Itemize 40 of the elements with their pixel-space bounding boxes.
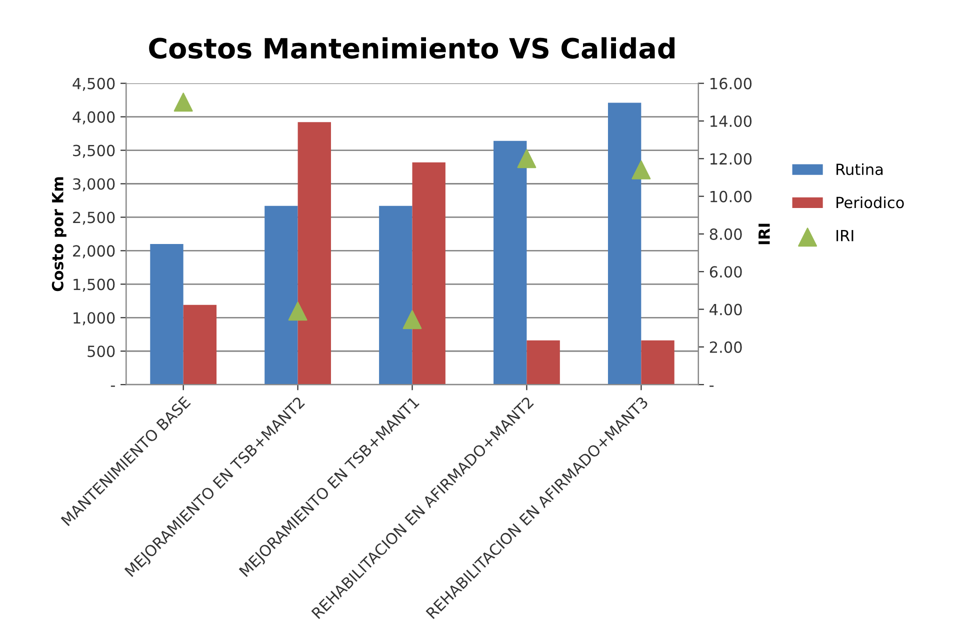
legend-label: Rutina xyxy=(836,163,883,176)
y-tick-label: 500 xyxy=(88,346,115,358)
bar xyxy=(379,206,412,385)
bar xyxy=(526,340,560,385)
point xyxy=(174,92,193,112)
y-tick-label: 4,500 xyxy=(72,78,115,91)
bar xyxy=(412,162,446,385)
y-axis-title: Costo por Km xyxy=(52,177,66,292)
point xyxy=(632,160,651,180)
y2-tick-label: 12.00 xyxy=(710,153,752,165)
legend-label: Periodico xyxy=(836,196,904,208)
y2-tick-label: 4.00 xyxy=(710,304,742,316)
point xyxy=(402,310,422,330)
y2-tick-label: 8.00 xyxy=(710,228,742,240)
y2-axis-title: IRI xyxy=(758,224,770,244)
bar xyxy=(494,140,527,385)
y2-tick-label: 16.00 xyxy=(710,78,752,90)
bar xyxy=(641,340,674,385)
bar xyxy=(608,102,642,385)
y-tick-label: 2,000 xyxy=(73,245,115,258)
y-tick-label: 3,000 xyxy=(73,178,115,192)
y-tick-label: 2,500 xyxy=(73,212,115,225)
y2-tick-label: 10.00 xyxy=(710,190,752,202)
y-tick-label: - xyxy=(110,386,115,387)
point xyxy=(288,302,308,321)
y-tick-label: 3,500 xyxy=(73,144,115,158)
y2-tick-label: 14.00 xyxy=(710,115,752,128)
bar xyxy=(264,206,298,385)
y-tick-label: 1,500 xyxy=(74,278,115,292)
bar xyxy=(150,244,184,385)
bar xyxy=(298,122,331,385)
legend-label: IRI xyxy=(836,230,854,242)
point xyxy=(517,149,536,168)
y-tick-label: 1,000 xyxy=(74,312,115,326)
y2-tick-label: 2.00 xyxy=(710,341,742,353)
y-tick-label: 4,000 xyxy=(72,111,115,124)
y2-tick-label: 6.00 xyxy=(710,266,742,278)
y2-tick-label: - xyxy=(710,386,714,387)
bar xyxy=(183,304,217,385)
chart-title: Costos Mantenimiento VS Calidad xyxy=(149,37,674,59)
